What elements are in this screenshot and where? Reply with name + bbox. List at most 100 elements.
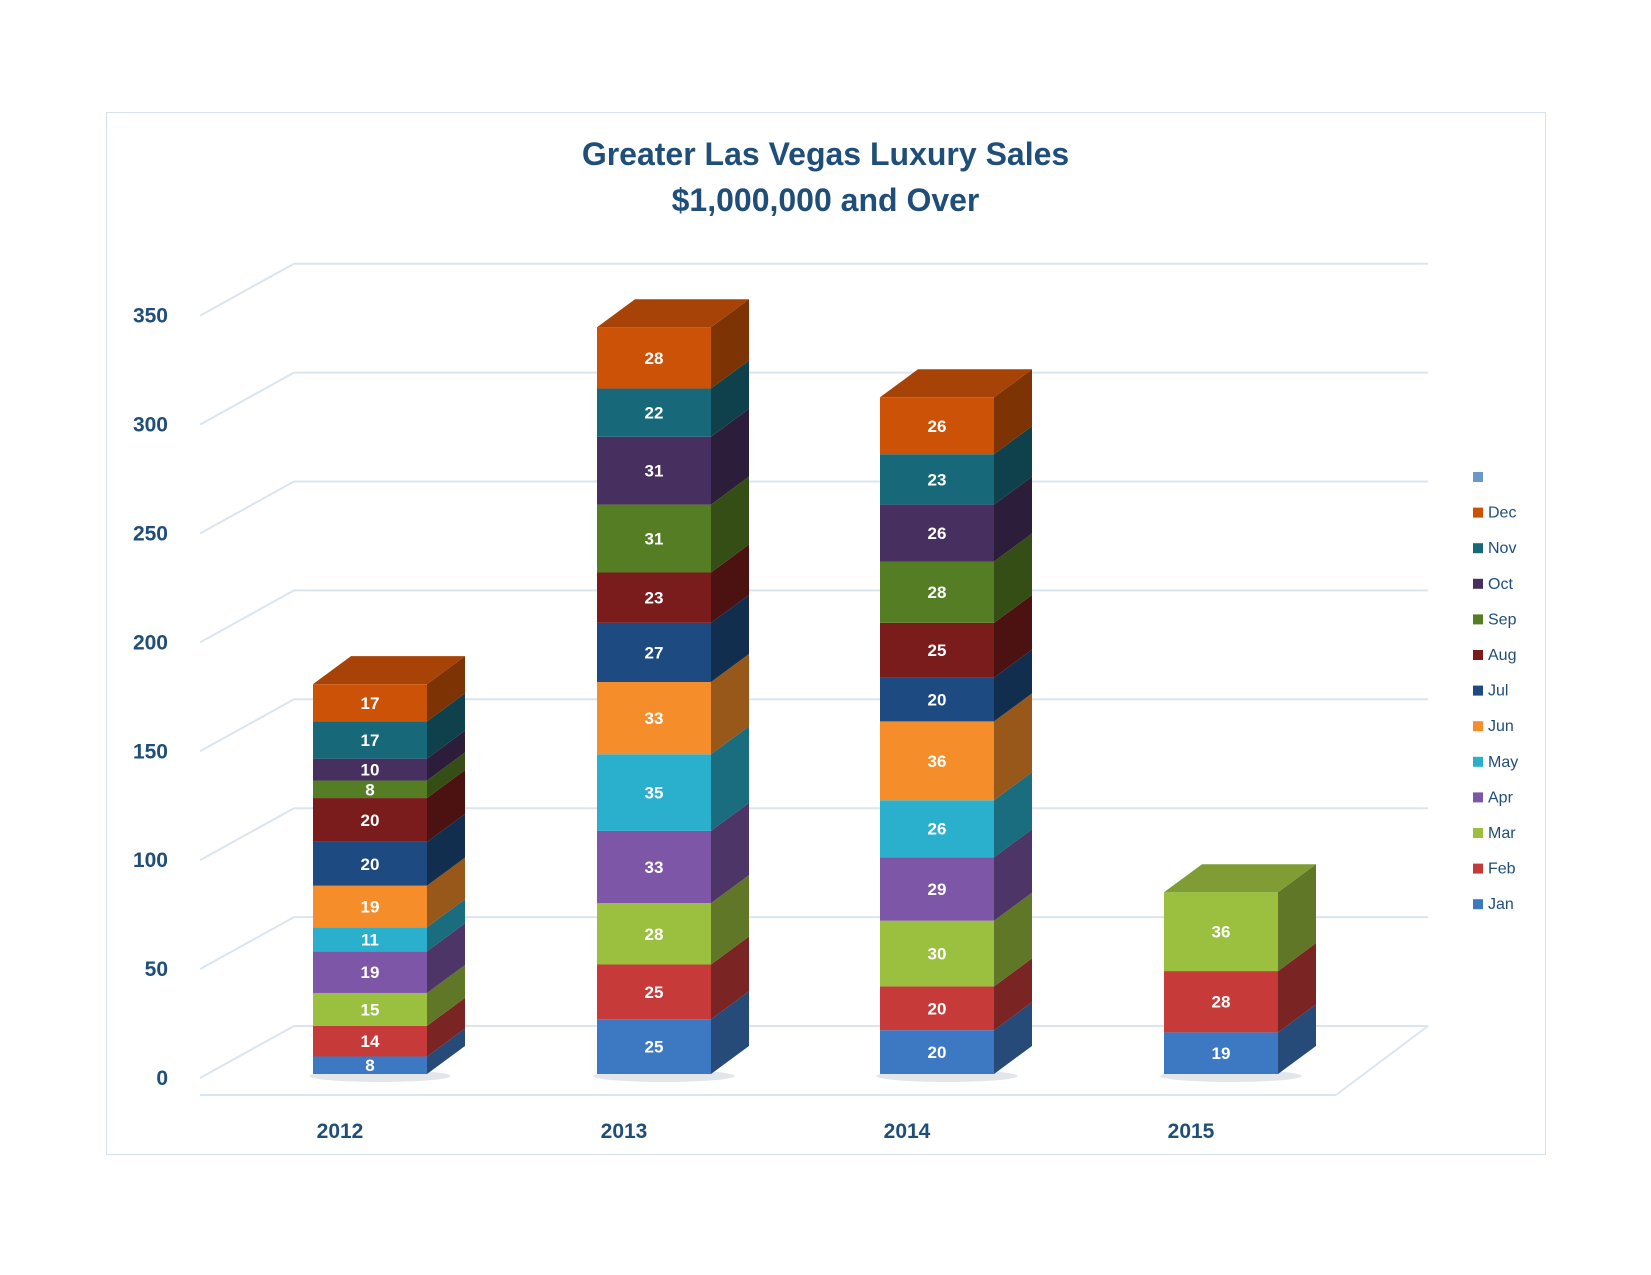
bar-stack-2014: 20 20 30 29 26 36 20 25 28 26 23 26 [876,369,1032,1082]
y-tick-label: 50 [145,958,168,981]
bar-segment-side [994,1002,1032,1074]
legend-swatch [1473,899,1483,910]
data-label: 11 [361,930,379,949]
legend-label: Dec [1488,505,1516,522]
bar-segment-jun [597,681,711,755]
bar-segment-jul [880,677,994,722]
data-label: 14 [361,1032,380,1051]
bar-segment-side [427,813,465,886]
data-label: 20 [928,691,947,710]
bar-segment-aug [597,572,711,623]
bar-segment-sep [597,504,711,573]
data-label: 26 [928,417,947,436]
bar-segment-dec [313,684,427,722]
bar-segment-sep [880,561,994,623]
legend-label: May [1488,754,1518,771]
legend-swatch [1473,756,1483,767]
bar-segment-side [711,594,749,682]
data-label: 8 [365,1056,374,1075]
bar-segment-side [994,476,1032,562]
data-label: 29 [928,880,947,899]
data-label: 25 [645,983,664,1002]
data-label: 19 [361,897,380,916]
data-label: 36 [1212,923,1231,942]
bar-segment-side [711,360,749,437]
data-label: 19 [1212,1044,1231,1063]
bar-segment-side [427,997,465,1057]
x-category-label: 2013 [601,1120,648,1143]
y-tick-label: 100 [133,849,168,872]
bar-segment-side [427,730,465,781]
bar-segment-side [994,772,1032,858]
bars: 8141519111920208101717252528333533272331… [309,299,1316,1082]
bar-segment-mar [1164,892,1278,972]
legend: Dec Nov Oct Sep Aug Jul Jun May Apr Mar Feb Jan [1473,472,1518,913]
data-label: 19 [361,963,380,982]
x-category-label: 2015 [1168,1120,1215,1143]
gridline [199,698,295,753]
bar-segment-may [880,800,994,858]
floor-edge [1335,1025,1429,1096]
bar-segment-aug [313,798,427,842]
data-label: 27 [645,643,664,662]
bar-segment-nov [313,721,427,759]
bar-segment-side [711,653,749,755]
y-tick-label: 300 [133,414,168,437]
legend-label: Feb [1488,861,1516,878]
bar-segment-side [427,857,465,928]
bar-segment-jan [313,1056,427,1074]
bar-segment-jul [597,622,711,682]
legend-label: Sep [1488,611,1517,628]
data-label: 35 [645,784,664,803]
data-label: 28 [1212,993,1231,1012]
legend-label: Jun [1488,718,1514,735]
bar-segment-side [711,936,749,1020]
data-label: 31 [645,462,664,481]
legend-label: Jan [1488,896,1514,913]
bar-segment-nov [597,388,711,437]
data-label: 17 [361,694,380,713]
bar-segment-mar [880,920,994,987]
legend-label: Oct [1488,576,1513,593]
bar-segment-jul [313,841,427,886]
chart-subtitle: $1,000,000 and Over [671,182,980,218]
legend-swatch [1473,650,1483,660]
bar-top-face [597,299,749,328]
bar-segment-side [994,892,1032,987]
bar-segment-apr [880,857,994,921]
bar-segment-apr [597,830,711,904]
bar-segment-apr [313,951,427,993]
data-label: 20 [928,1043,947,1062]
bar-segment-side [427,899,465,952]
bar-segment-side [711,476,749,573]
bar-segment-mar [597,903,711,965]
data-label: 22 [645,404,664,423]
bar-top-face [1164,864,1316,893]
bar-segment-may [597,754,711,831]
legend-swatch [1473,543,1483,554]
bar-segment-jun [880,721,994,801]
y-tick-label: 200 [133,631,168,654]
data-label: 20 [361,811,380,830]
data-label: 33 [645,858,664,877]
bar-segment-side [994,594,1032,678]
legend-label: Aug [1488,647,1516,664]
data-label: 20 [361,855,380,874]
bar-segment-dec [880,397,994,455]
bar-segment-side [427,656,465,722]
bar-segment-jan [1164,1032,1278,1074]
bar-segment-oct [597,436,711,505]
x-category-label: 2014 [884,1120,931,1143]
data-label: 23 [645,589,664,608]
data-label: 31 [645,530,664,549]
bar-segment-dec [597,327,711,389]
data-label: 10 [361,761,380,780]
legend-label: Nov [1488,540,1516,557]
data-label: 25 [645,1038,664,1057]
data-label: 36 [928,752,947,771]
bar-stack-2015: 19 28 36 [1160,864,1316,1082]
bar-segment-side [711,544,749,623]
bar-segment-jan [880,1030,994,1074]
bar-segment-side [994,958,1032,1031]
data-label: 28 [645,349,664,368]
